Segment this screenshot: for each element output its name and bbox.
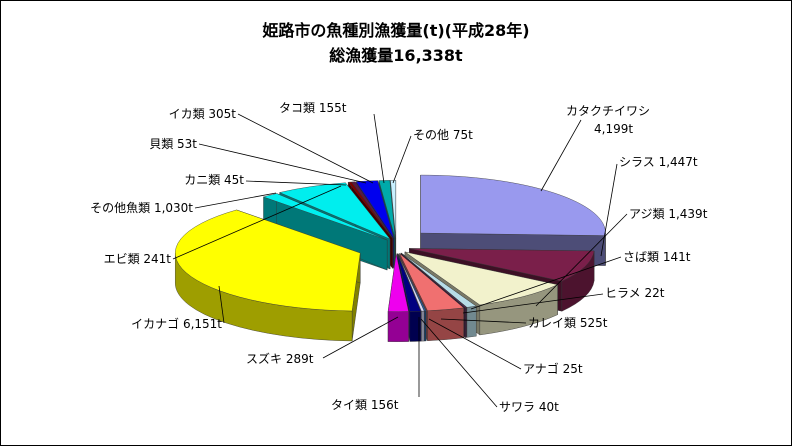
slice-label-1: シラス 1,447t <box>619 155 698 169</box>
slice-label-15: イカ類 305t <box>169 107 237 121</box>
slice-label-12: その他魚類 1,030t <box>90 201 193 215</box>
slice-label-17: その他 75t <box>413 128 473 142</box>
slice-label-8: タイ類 156t <box>331 398 399 412</box>
slice-label-14: 貝類 53t <box>149 137 197 151</box>
slice-label-2: アジ類 1,439t <box>629 207 708 221</box>
slice-label-value-0: 4,199t <box>594 122 633 136</box>
leader-line-17 <box>392 135 412 184</box>
slice-label-16: タコ類 155t <box>279 101 347 115</box>
leader-line-16 <box>373 113 385 184</box>
slice-label-11: エビ類 241t <box>104 252 172 266</box>
slice-label-9: スズキ 289t <box>246 351 314 366</box>
leader-line-7 <box>420 318 498 408</box>
chart-title: 姫路市の魚種別漁獲量(t)(平成28年) <box>262 21 530 40</box>
leader-line-11 <box>172 185 342 260</box>
leader-line-6 <box>428 318 522 370</box>
slice-label-0: カタクチイワシ <box>566 104 650 118</box>
slice-label-5: カレイ類 525t <box>528 316 608 330</box>
slice-label-6: アナゴ 25t <box>523 361 583 376</box>
pie-slice-10 <box>175 209 361 342</box>
leader-line-2 <box>535 213 628 307</box>
slice-label-4: ヒラメ 22t <box>605 286 665 300</box>
leader-line-12 <box>194 192 277 209</box>
leader-line-3 <box>470 256 622 310</box>
leader-line-14 <box>198 143 367 184</box>
leader-line-5 <box>440 318 527 324</box>
leader-line-0 <box>540 119 582 192</box>
slice-label-7: サワラ 40t <box>499 400 559 414</box>
leader-line-9 <box>322 316 399 359</box>
leader-line-15 <box>237 113 374 184</box>
leader-line-13 <box>245 180 347 186</box>
pie-slice-9 <box>387 253 409 342</box>
slice-label-10: イカナゴ 6,151t <box>131 316 222 331</box>
leader-line-1 <box>600 163 618 257</box>
slice-label-13: カニ類 45t <box>184 173 244 187</box>
leader-line-4 <box>462 293 604 314</box>
leader-line-10 <box>218 285 225 324</box>
chart-subtitle: 総漁獲量16,338t <box>329 46 463 65</box>
slice-label-3: さば類 141t <box>623 250 691 264</box>
